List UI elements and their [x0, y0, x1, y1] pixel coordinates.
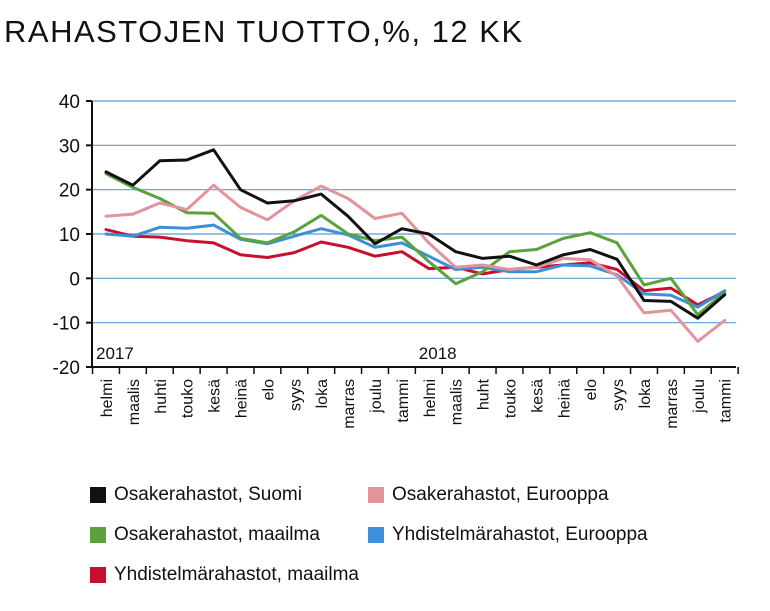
- x-tick-label: joulu: [691, 379, 708, 414]
- legend-label: Yhdistelmärahastot, maailma: [114, 564, 359, 585]
- x-tick-label: helmi: [99, 379, 116, 417]
- y-tick-label: 20: [59, 181, 80, 202]
- legend-label: Osakerahastot, maailma: [114, 524, 320, 545]
- x-tick-label: marras: [341, 379, 358, 429]
- series-line-2: [104, 172, 727, 317]
- x-tick-label: touko: [503, 379, 520, 418]
- legend-item: Osakerahastot, maailma: [90, 524, 320, 546]
- axes: [86, 100, 739, 374]
- x-tick-label: kesä: [529, 379, 546, 413]
- x-tick-label: huhti: [153, 379, 170, 414]
- x-tick-label: elo: [260, 379, 277, 400]
- x-tick-label: maalis: [126, 379, 143, 425]
- x-tick-label: maalis: [449, 379, 466, 425]
- legend-swatch: [90, 527, 106, 543]
- legend-item: Yhdistelmärahastot, maailma: [90, 564, 359, 586]
- series-line-4: [104, 228, 727, 307]
- year-label: 2017: [96, 344, 134, 363]
- legend-swatch: [368, 527, 384, 543]
- y-tick-label: -10: [53, 314, 80, 335]
- x-tick-label: touko: [180, 379, 197, 418]
- x-tick-label: heinä: [556, 379, 573, 418]
- line-chart: 40 30 20 10 0 -10 -20 helmi maalis huhti touko kesä…: [53, 92, 739, 429]
- gridlines: [92, 100, 736, 324]
- x-tick-label: syys: [287, 379, 304, 411]
- y-tick-label: 30: [59, 136, 80, 157]
- x-tick-label: joulu: [368, 379, 385, 414]
- y-tick-label: 10: [59, 225, 80, 246]
- tick-labels: 40 30 20 10 0 -10 -20 helmi maalis huhti touko kesä…: [53, 92, 735, 429]
- legend-item: Osakerahastot, Eurooppa: [368, 484, 609, 506]
- y-tick-label: 40: [59, 92, 80, 113]
- x-tick-label: syys: [610, 379, 627, 411]
- series-line-1: [104, 183, 727, 343]
- x-tick-label: huht: [476, 378, 493, 410]
- chart-title: RAHASTOJEN TUOTTO,%, 12 KK: [4, 14, 524, 49]
- year-label: 2018: [419, 344, 457, 363]
- x-tick-label: elo: [583, 379, 600, 400]
- x-tick-label: helmi: [422, 379, 439, 417]
- legend-item: Osakerahastot, Suomi: [90, 484, 302, 506]
- legend-label: Osakerahastot, Eurooppa: [392, 484, 609, 505]
- legend-swatch: [368, 487, 384, 503]
- legend-label: Osakerahastot, Suomi: [114, 484, 302, 505]
- legend-item: Yhdistelmärahastot, Eurooppa: [368, 524, 648, 546]
- y-tick-label: -20: [53, 358, 80, 379]
- x-tick-label: loka: [637, 379, 654, 408]
- series-line-0: [104, 148, 727, 320]
- x-tick-label: loka: [314, 379, 331, 408]
- x-tick-label: heinä: [234, 379, 251, 418]
- x-tick-label: kesä: [207, 379, 224, 413]
- x-tick-label: tammi: [395, 379, 412, 423]
- x-tick-label: marras: [664, 379, 681, 429]
- legend-swatch: [90, 567, 106, 583]
- series-lines: [104, 148, 727, 343]
- legend-label: Yhdistelmärahastot, Eurooppa: [392, 524, 648, 545]
- legend-swatch: [90, 487, 106, 503]
- y-tick-label: 0: [69, 269, 80, 290]
- x-tick-label: tammi: [718, 379, 735, 423]
